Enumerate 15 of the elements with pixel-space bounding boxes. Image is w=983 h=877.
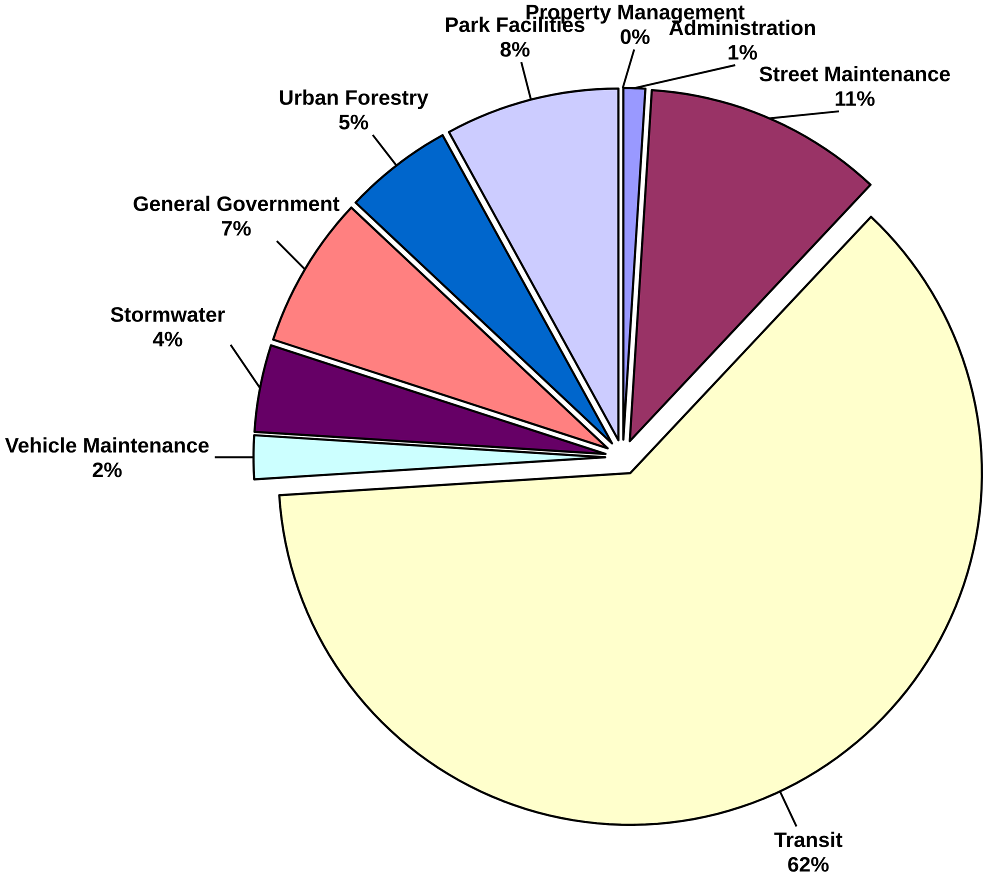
slice-label: Stormwater bbox=[110, 307, 225, 322]
slice-label: Vehicle Maintenance bbox=[5, 437, 209, 453]
data-label: 8% bbox=[500, 42, 530, 57]
slice-label: Transit bbox=[774, 832, 842, 848]
data-label: 11% bbox=[836, 91, 875, 106]
data-label: 1% bbox=[728, 45, 758, 60]
slice-label: General Government bbox=[134, 196, 340, 212]
slice-label: Street Maintenance bbox=[760, 66, 950, 82]
slice-label: Urban Forestry bbox=[280, 90, 428, 110]
data-label: 4% bbox=[152, 332, 182, 347]
data-label: 7% bbox=[222, 221, 251, 236]
data-label: 2% bbox=[92, 462, 122, 478]
text: 0% bbox=[620, 29, 650, 44]
data-label: 5% bbox=[339, 114, 368, 130]
data-label: 62% bbox=[788, 857, 829, 872]
